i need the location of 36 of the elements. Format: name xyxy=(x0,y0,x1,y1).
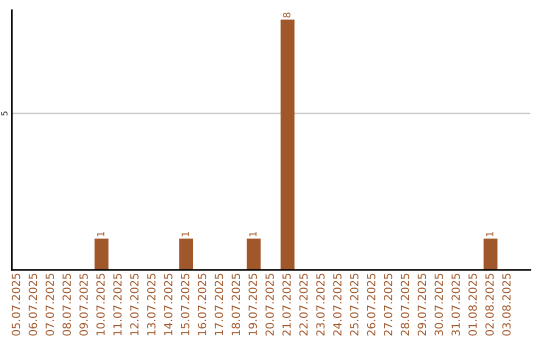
x-tick-label: 06.07.2025 xyxy=(28,274,38,336)
x-tick-label: 16.07.2025 xyxy=(198,274,206,336)
x-tick-label: 18.07.2025 xyxy=(232,274,240,336)
data-label: 1 xyxy=(249,232,256,236)
y-tick-label: 5 xyxy=(1,112,8,116)
x-tick-label: 21.07.2025 xyxy=(282,274,291,336)
x-tick-label: 13.07.2025 xyxy=(147,274,156,336)
x-tick-label: 10.07.2025 xyxy=(96,274,105,336)
x-tick-label: 11.07.2025 xyxy=(113,274,122,336)
data-label: 1 xyxy=(97,232,104,236)
x-tick-label: 24.07.2025 xyxy=(333,274,342,336)
x-tick-label: 27.07.2025 xyxy=(384,274,392,336)
x-tick-label: 15.07.2025 xyxy=(180,274,190,336)
x-tick-label: 17.07.2025 xyxy=(214,274,224,336)
x-tick-label: 05.07.2025 xyxy=(12,274,20,336)
data-label: 1 xyxy=(182,232,189,236)
x-tick-label: 08.07.2025 xyxy=(62,274,71,336)
x-tick-label: 30.07.2025 xyxy=(434,274,444,336)
data-label: 8 xyxy=(283,12,290,18)
x-tick-label: 19.07.2025 xyxy=(248,274,257,336)
x-tick-label: 01.08.2025 xyxy=(468,274,477,336)
x-tick-label: 22.07.2025 xyxy=(299,274,308,336)
x-tick-label: 26.07.2025 xyxy=(366,274,376,336)
x-tick-label: 20.07.2025 xyxy=(265,274,274,336)
x-tick-label: 14.07.2025 xyxy=(164,274,172,336)
x-tick-label: 09.07.2025 xyxy=(79,274,88,336)
data-label: 1 xyxy=(486,232,494,236)
x-tick-label: 02.08.2025 xyxy=(485,274,494,336)
x-tick-label: 23.07.2025 xyxy=(316,274,325,336)
x-tick-label: 25.07.2025 xyxy=(350,274,358,336)
x-tick-label: 28.07.2025 xyxy=(400,274,410,336)
x-tick-label: 31.07.2025 xyxy=(452,274,460,336)
x-tick-label: 07.07.2025 xyxy=(46,274,54,336)
x-tick-label: 12.07.2025 xyxy=(130,274,139,336)
x-tick-label: 29.07.2025 xyxy=(418,274,426,336)
x-tick-label: 03.08.2025 xyxy=(502,274,511,336)
